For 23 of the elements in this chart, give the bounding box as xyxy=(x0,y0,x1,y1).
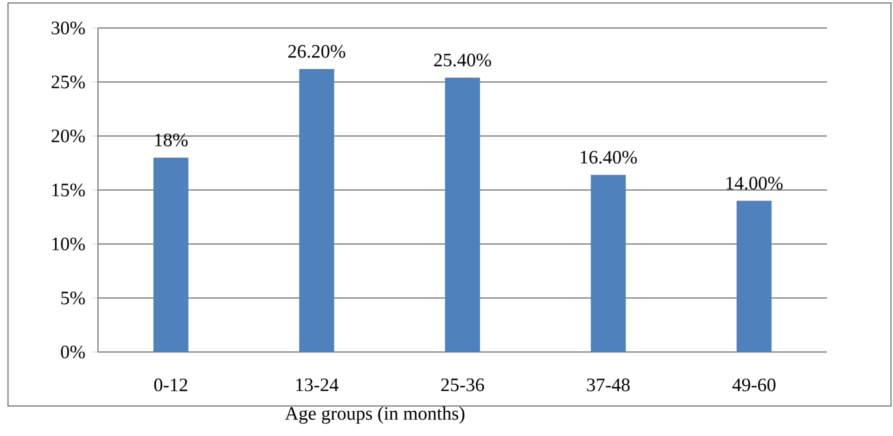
y-tick-label: 5% xyxy=(61,292,85,304)
y-tick-label: 0% xyxy=(60,346,85,358)
x-tick-label: 13-24 xyxy=(296,378,338,392)
bar xyxy=(736,200,772,352)
x-axis-title: Age groups (in months) xyxy=(285,406,464,424)
x-tick-label: 37-48 xyxy=(587,378,630,392)
bar xyxy=(445,78,480,352)
data-label: 16.40% xyxy=(580,150,637,164)
data-label: 14.00% xyxy=(726,176,783,190)
data-label: 25.40% xyxy=(434,54,492,66)
y-tick-label: 15% xyxy=(52,184,85,196)
y-tick-label: 25% xyxy=(52,76,85,88)
data-label: 18% xyxy=(155,134,188,146)
y-tick-label: 10% xyxy=(52,238,85,250)
bar xyxy=(299,69,334,352)
data-label: 26.20% xyxy=(288,44,346,58)
bar xyxy=(153,158,188,352)
x-tick-label: 25-36 xyxy=(441,378,484,392)
y-tick-label: 20% xyxy=(52,130,85,142)
bar xyxy=(590,174,626,352)
x-tick-label: 0-12 xyxy=(154,378,188,392)
x-tick-label: 49-60 xyxy=(732,378,776,392)
y-tick-label: 30% xyxy=(52,22,85,34)
